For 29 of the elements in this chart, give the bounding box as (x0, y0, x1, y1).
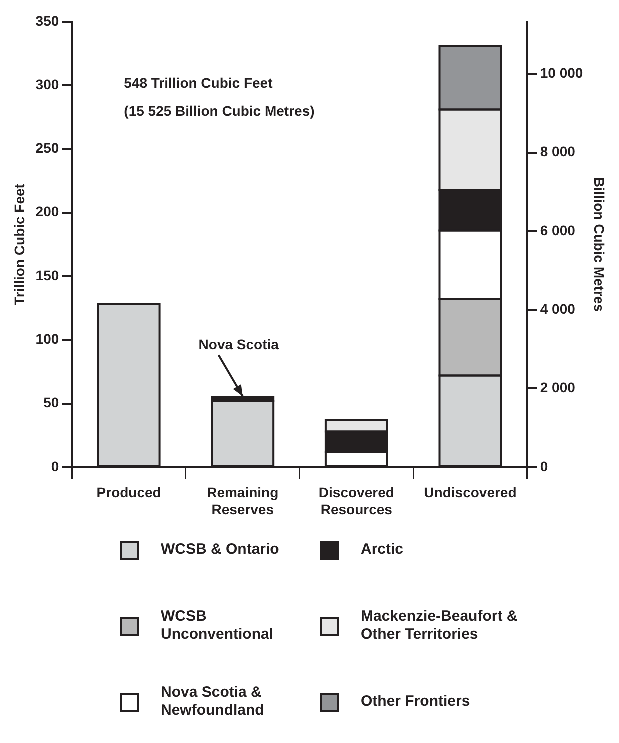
legend-label: WCSB Unconventional (161, 608, 275, 644)
y2-tick-label: 2 000 (540, 380, 576, 396)
y-tick-label: 100 (36, 331, 60, 347)
annotation: (15 525 Billion Cubic Metres) (124, 102, 315, 119)
y2-tick-label: 6 000 (540, 222, 576, 238)
y2-tick-label: 0 (540, 458, 548, 474)
y-tick-label: 0 (51, 458, 60, 474)
y-tick-label: 300 (36, 76, 60, 92)
y2-tick-label: 10 000 (540, 65, 584, 82)
x-tick-label: Produced (96, 484, 162, 501)
legend-label: WCSB & Ontario (161, 541, 280, 559)
y2-tick-label: 8 000 (540, 144, 576, 160)
legend-label: Arctic (361, 541, 404, 559)
annotation: 548 Trillion Cubic Feet (124, 74, 274, 91)
y-tick-label: 200 (36, 204, 60, 220)
annotation: Nova Scotia (198, 336, 280, 352)
legend-label: Nova Scotia & Newfoundland (161, 684, 266, 720)
legend-label: Other Frontiers (361, 693, 470, 711)
y2-axis-title: Billion Cubic Metres (592, 177, 608, 312)
x-tick-label: Undiscovered (424, 484, 517, 501)
legend-label: Mackenzie-Beaufort & Other Territories (361, 608, 519, 644)
y-tick-label: 50 (44, 394, 60, 411)
y2-tick-label: 4 000 (540, 300, 576, 317)
y-tick-label: 350 (36, 12, 60, 29)
x-tick-label: Remaining Reserves (207, 484, 279, 518)
y-tick-label: 150 (36, 267, 60, 284)
y-tick-label: 250 (36, 140, 60, 156)
y-axis-title: Trillion Cubic Feet (11, 184, 28, 306)
x-tick-label: Discovered Resources (318, 484, 394, 518)
